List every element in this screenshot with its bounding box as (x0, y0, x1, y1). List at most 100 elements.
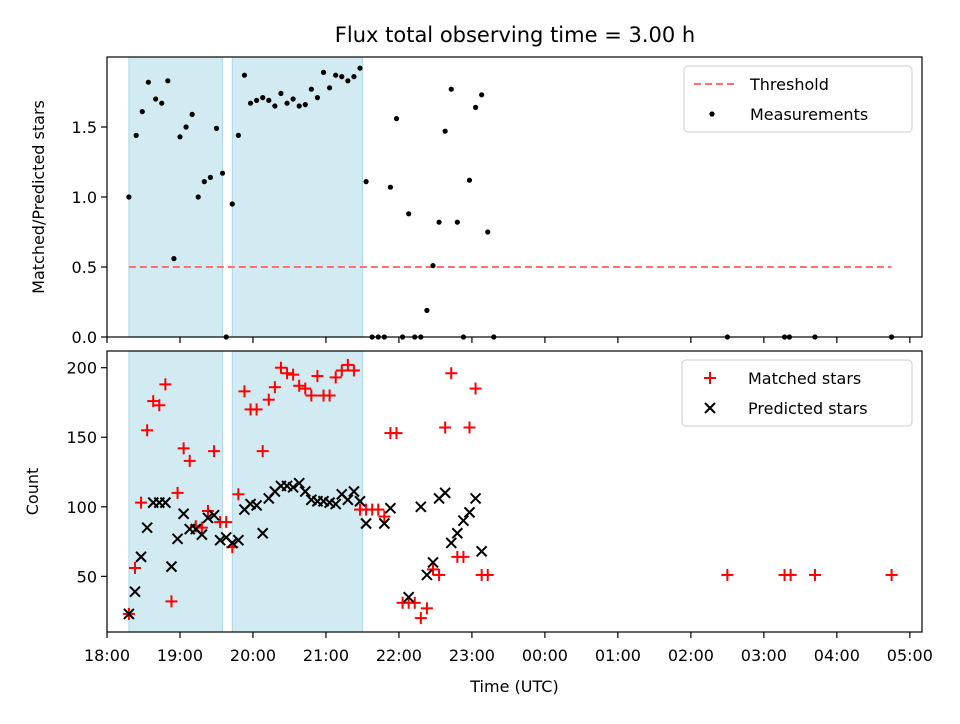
legend: Matched stars Predicted stars (681, 359, 913, 427)
x-tick-label: 04:00 (814, 646, 860, 665)
x-tick-label: 02:00 (668, 646, 714, 665)
measurement-point (442, 128, 448, 134)
measurement-point (424, 307, 430, 313)
predicted-point (463, 506, 476, 519)
shaded-interval-0 (128, 350, 224, 633)
matched-point (153, 399, 166, 412)
matched-point (201, 504, 214, 517)
matched-point (885, 568, 898, 581)
measurement-point (126, 194, 132, 200)
predicted-point (415, 501, 427, 513)
matched-point (165, 595, 178, 608)
measurement-point (153, 96, 159, 102)
measurement-point (201, 179, 207, 185)
matched-point (329, 371, 342, 384)
y-axis-label: Matched/Predicted stars (29, 100, 48, 294)
measurement-point (266, 97, 272, 103)
bottom-panel: 50 100 150 200 18:00 19:00 20:00 21:00 22:00 23:0… (23, 350, 933, 696)
measurement-point (241, 72, 248, 78)
predicted-point (123, 608, 135, 620)
matched-point (299, 382, 312, 395)
matched-point (721, 568, 734, 581)
x-tick-label: 03:00 (741, 646, 787, 665)
matched-point (463, 421, 476, 434)
x-tick-label: 18:00 (84, 646, 130, 665)
measurement-point (302, 102, 308, 108)
matched-point (390, 427, 403, 440)
predicted-point (457, 515, 470, 527)
measurement-point (235, 132, 241, 138)
measurement-point (177, 134, 183, 140)
matched-point (445, 367, 458, 380)
x-tick-label: 19:00 (157, 646, 203, 665)
axes-frame (106, 350, 923, 633)
predicted-point (202, 512, 214, 524)
x-tick-label: 01:00 (595, 646, 641, 665)
measurement-point (339, 74, 345, 80)
matched-point (147, 395, 160, 408)
matched-point (159, 378, 172, 391)
predicted-point (141, 521, 153, 534)
measurement-point (472, 104, 479, 110)
matched-point (268, 381, 281, 394)
x-tick-label: 21:00 (303, 646, 349, 665)
predicted-point (329, 498, 342, 510)
x-tick-label: 23:00 (449, 646, 495, 665)
legend-label: Measurements (750, 105, 868, 124)
legend-predicted-swatch (704, 402, 716, 414)
matched-point (281, 367, 294, 380)
predicted-point (360, 517, 372, 530)
predicted-point (159, 496, 172, 509)
predicted-point (469, 492, 482, 505)
predicted-point (177, 508, 190, 520)
measurement-point (314, 95, 321, 101)
legend-measurement-swatch (709, 111, 715, 117)
matched-point (287, 368, 300, 381)
measurement-point (363, 179, 369, 185)
predicted-point (135, 551, 147, 563)
measurement-point (485, 229, 491, 235)
matched-point (469, 382, 482, 395)
matched-point (274, 361, 287, 374)
matched-point (414, 612, 427, 625)
measurement-point (479, 92, 485, 98)
matched-point (433, 568, 446, 581)
matched-point (335, 364, 348, 377)
measurement-point (219, 170, 226, 176)
shaded-interval-0 (128, 56, 224, 338)
predicted-point (384, 502, 397, 514)
y-tick-label: 1.0 (72, 188, 97, 207)
matched-point (347, 364, 360, 377)
matched-point (171, 486, 184, 499)
matched-point (135, 496, 148, 509)
measurement-point (327, 85, 333, 91)
matched-point (208, 445, 221, 458)
legend-box (683, 65, 913, 133)
measurement-point (454, 219, 460, 225)
measurement-point (290, 96, 296, 102)
predicted-point (439, 487, 451, 499)
legend: Threshold Measurements (683, 65, 913, 133)
matched-point (341, 358, 354, 371)
measurement-point (345, 78, 351, 84)
y-tick-label: 50 (77, 567, 97, 586)
predicted-point (226, 537, 238, 549)
measurement-point (320, 69, 327, 75)
predicted-point (250, 499, 263, 512)
matched-point (262, 393, 275, 406)
measurement-point (159, 100, 165, 106)
measurement-point (247, 100, 254, 106)
matched-point (427, 563, 439, 576)
measurement-point (189, 111, 195, 117)
measurement-point (436, 219, 442, 225)
x-tick-label: 00:00 (522, 646, 568, 665)
matched-point (372, 503, 385, 516)
predicted-point (427, 556, 439, 569)
measurement-point (466, 177, 473, 183)
measurement-point (165, 78, 171, 84)
matched-point (256, 445, 269, 458)
legend-box (681, 359, 913, 427)
measurement-point (393, 116, 400, 122)
measurement-point (254, 97, 260, 103)
predicted-point (171, 533, 184, 545)
